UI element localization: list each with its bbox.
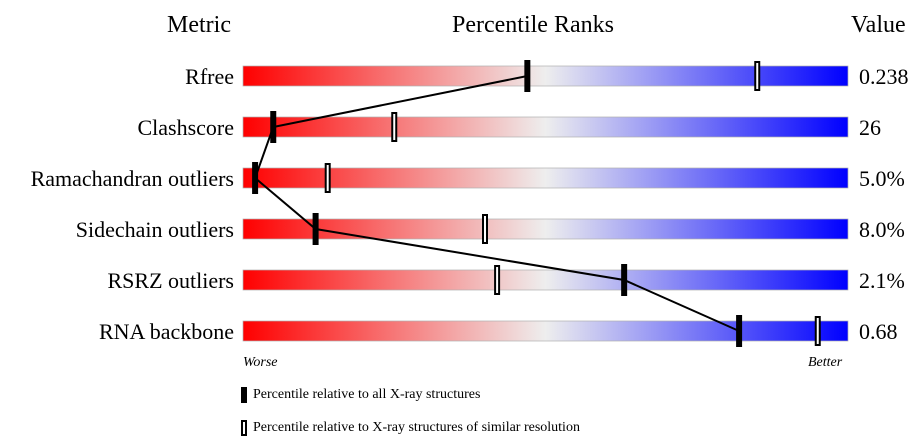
similar-resolution-marker — [816, 317, 820, 345]
bars-layer — [243, 66, 848, 341]
similar-resolution-marker — [326, 164, 330, 192]
metric-label: RNA backbone — [99, 319, 234, 344]
worse-label: Worse — [243, 355, 278, 371]
all-structures-marker — [524, 60, 530, 92]
all-structures-marker — [270, 111, 276, 143]
percentile-bar — [243, 219, 848, 239]
similar-resolution-marker — [755, 62, 759, 90]
percentile-bar — [243, 321, 848, 341]
legend-label-all: Percentile relative to all X-ray structu… — [253, 387, 480, 403]
filled-marker-icon — [241, 387, 247, 403]
all-structures-marker — [736, 315, 742, 347]
better-label: Better — [808, 355, 842, 371]
similar-resolution-marker — [495, 266, 499, 294]
similar-resolution-marker — [483, 215, 487, 243]
percentile-bar — [243, 270, 848, 290]
metric-value: 26 — [859, 115, 881, 140]
metric-label: Sidechain outliers — [76, 217, 234, 242]
metric-value: 0.238 — [859, 64, 909, 89]
all-structures-marker — [313, 213, 319, 245]
all-structures-marker — [252, 162, 258, 194]
metric-value: 0.68 — [859, 319, 898, 344]
metric-value: 5.0% — [859, 166, 905, 191]
legend-label-similar: Percentile relative to X-ray structures … — [253, 420, 580, 436]
labels-layer: Rfree 0.238 Clashscore 26 Ramachandran outli… — [31, 64, 909, 344]
metric-value: 8.0% — [859, 217, 905, 242]
legend-item-all: Percentile relative to all X-ray structu… — [241, 386, 480, 404]
all-structures-marker — [621, 264, 627, 296]
metric-label: Rfree — [185, 64, 234, 89]
metric-label: Clashscore — [137, 115, 234, 140]
percentile-bar — [243, 117, 848, 137]
metric-label: RSRZ outliers — [107, 268, 234, 293]
metric-label: Ramachandran outliers — [31, 166, 234, 191]
legend-item-similar: Percentile relative to X-ray structures … — [241, 419, 580, 437]
hollow-marker-icon — [241, 420, 247, 436]
similar-resolution-marker — [392, 113, 396, 141]
metric-value: 2.1% — [859, 268, 905, 293]
marks-layer — [252, 60, 820, 347]
percentile-bar — [243, 168, 848, 188]
